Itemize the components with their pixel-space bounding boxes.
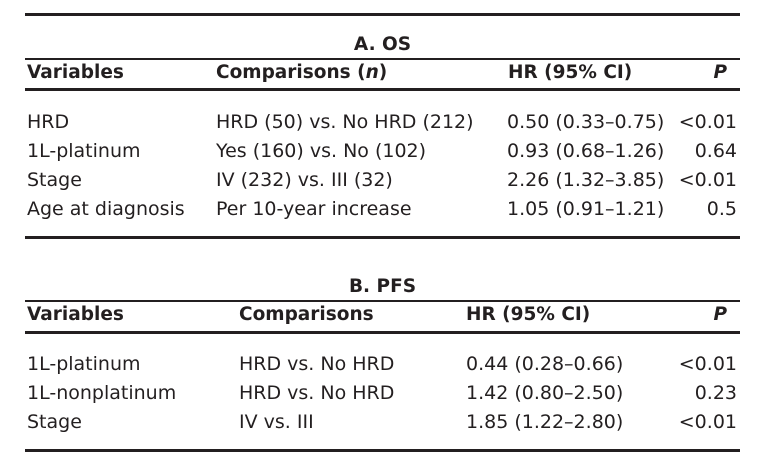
cell-p: <0.01	[678, 111, 737, 133]
cell-p: 0.23	[694, 382, 737, 404]
header-rule	[25, 88, 740, 91]
cell-hr: 1.05 (0.91–1.21)	[507, 198, 665, 220]
cell-p: 0.64	[694, 140, 737, 162]
cell-variable: Age at diagnosis	[27, 198, 185, 220]
cell-hr: 1.42 (0.80–2.50)	[466, 382, 624, 404]
title-rule	[25, 58, 740, 60]
cell-variable: 1L-nonplatinum	[27, 382, 177, 404]
bottom-rule	[25, 236, 740, 239]
bottom-rule	[25, 449, 740, 452]
cell-variable: Stage	[27, 169, 82, 191]
header-variables: Variables	[27, 62, 124, 83]
header-p: P	[713, 62, 727, 83]
cell-variable: Stage	[27, 411, 82, 433]
title-rule	[25, 300, 740, 302]
header-variables: Variables	[27, 304, 124, 325]
header-comparisons: Comparisons (n)	[216, 62, 388, 83]
header-hr: HR (95% CI)	[508, 62, 633, 83]
cell-variable: 1L-platinum	[27, 353, 141, 375]
cell-p: <0.01	[678, 169, 737, 191]
cell-comparison: IV vs. III	[239, 411, 314, 433]
header-rule	[25, 331, 740, 334]
cell-comparison: HRD (50) vs. No HRD (212)	[216, 111, 474, 133]
cell-p: <0.01	[678, 353, 737, 375]
cell-hr: 0.44 (0.28–0.66)	[466, 353, 624, 375]
header-p: P	[713, 304, 727, 325]
cell-comparison: HRD vs. No HRD	[239, 382, 395, 404]
cell-comparison: Yes (160) vs. No (102)	[216, 140, 427, 162]
header-hr: HR (95% CI)	[466, 304, 591, 325]
cell-hr: 0.50 (0.33–0.75)	[507, 111, 665, 133]
cell-hr: 2.26 (1.32–3.85)	[507, 169, 665, 191]
cell-variable: HRD	[27, 111, 70, 133]
cell-hr: 0.93 (0.68–1.26)	[507, 140, 665, 162]
cell-comparison: HRD vs. No HRD	[239, 353, 395, 375]
header-comparisons: Comparisons	[239, 304, 374, 325]
top-rule	[25, 13, 740, 16]
cell-hr: 1.85 (1.22–2.80)	[466, 411, 624, 433]
cell-comparison: IV (232) vs. III (32)	[216, 169, 393, 191]
cell-variable: 1L-platinum	[27, 140, 141, 162]
cell-comparison: Per 10-year increase	[216, 198, 412, 220]
table-title: A. OS	[353, 34, 412, 55]
cell-p: 0.5	[706, 198, 737, 220]
table-title: B. PFS	[348, 276, 417, 297]
cell-p: <0.01	[678, 411, 737, 433]
